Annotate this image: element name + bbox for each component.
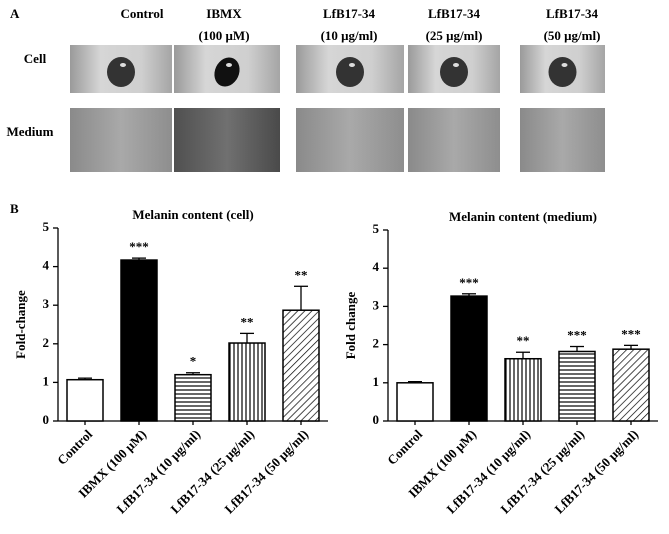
y-tick-label: 4 [43,258,50,273]
y-tick-label: 2 [43,335,50,350]
column-header: LfB17-34 [323,6,376,21]
pellet-shine [561,63,568,67]
significance: ** [241,314,254,329]
x-tick-label: Control [384,426,425,467]
column-header: (50 μg/ml) [544,28,601,43]
significance: *** [129,239,149,254]
medium-photo [296,108,404,172]
y-tick-label: 5 [43,219,50,234]
bar [228,342,266,422]
pellet [107,57,135,87]
significance: ** [295,267,308,282]
y-tick-label: 0 [43,412,50,427]
y-axis-label: Fold-change [13,290,28,359]
significance: *** [567,327,587,342]
column-header: Control [120,6,163,21]
pellet [214,57,240,87]
y-axis-label: Fold change [343,292,358,360]
y-tick-label: 4 [373,259,380,274]
panel-label: B [10,201,19,216]
y-tick-label: 1 [43,373,50,388]
y-tick-label: 3 [43,296,50,311]
row-label: Cell [24,51,47,66]
bar [612,348,650,422]
pellet [440,57,468,87]
pellet-shine [453,63,459,67]
photos [70,45,605,172]
pellet-shine [349,63,355,67]
significance: * [190,354,197,369]
column-header: LfB17-34 [428,6,481,21]
medium-photo [520,108,605,172]
significance: *** [621,326,641,341]
significance: *** [459,275,479,290]
column-header: (25 μg/ml) [426,28,483,43]
bar [282,309,320,422]
y-tick-label: 0 [373,412,380,427]
pellet-shine [226,63,232,67]
row-label: Medium [7,124,54,139]
bar [66,378,104,422]
pellet-shine [120,63,126,67]
column-header: LfB17-34 [546,6,599,21]
pellet [336,57,364,87]
bar [504,357,542,422]
chart-title: Melanin content (medium) [449,209,597,224]
y-tick-label: 1 [373,374,380,389]
column-header: (10 μg/ml) [321,28,378,43]
y-tick-label: 2 [373,336,380,351]
significance: ** [517,333,530,348]
x-tick-label: Control [54,426,95,467]
bar [558,350,596,422]
bar [174,373,212,422]
y-tick-label: 3 [373,297,380,312]
pellet [548,57,577,87]
medium-photo [70,108,172,172]
column-header: IBMX [206,6,242,21]
bar [396,382,434,422]
chart-title: Melanin content (cell) [132,207,253,222]
column-header: (100 μM) [198,28,249,43]
bar [450,295,488,422]
y-tick-label: 5 [373,221,380,236]
bar [120,259,158,422]
medium-photo [408,108,500,172]
panel-label: A [10,6,20,21]
medium-photo [174,108,280,172]
